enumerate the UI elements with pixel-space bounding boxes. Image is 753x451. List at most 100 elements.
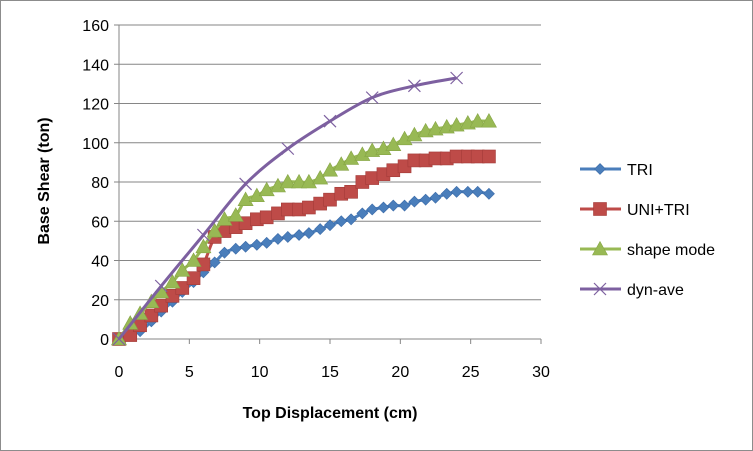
legend-item-tri: TRI <box>580 162 653 179</box>
y-tick-label: 140 <box>82 57 109 74</box>
data-point-dyn-ave <box>281 142 295 156</box>
data-point-shape-mode <box>300 173 317 189</box>
legend-item-uni-tri: UNI+TRI <box>580 202 690 219</box>
legend-label-uni-tri: UNI+TRI <box>627 202 690 219</box>
y-axis-title: Base Shear (ton) <box>36 117 53 244</box>
data-point-dyn-ave-stroke <box>281 142 295 156</box>
data-point-tri <box>218 246 231 259</box>
data-point-tri <box>335 215 348 228</box>
data-point-shape-mode <box>174 262 191 277</box>
data-point-dyn-ave-stroke <box>196 228 210 242</box>
y-tick-label: 20 <box>91 293 109 310</box>
data-point-tri <box>272 232 284 245</box>
data-point-tri <box>366 203 379 216</box>
data-point-dyn-ave <box>365 91 379 105</box>
x-tick-label: 10 <box>251 364 269 381</box>
data-point-shape-mode <box>291 173 308 189</box>
legend-marker-dyn-ave <box>593 282 607 296</box>
x-tick-label: 5 <box>185 364 194 381</box>
data-point-dyn-ave <box>112 332 126 346</box>
data-point-shape-mode <box>343 150 360 165</box>
data-point-tri <box>398 199 411 212</box>
data-point-tri <box>450 185 463 198</box>
data-point-tri <box>314 223 327 236</box>
data-point-tri <box>302 227 315 239</box>
data-point-tri <box>281 231 294 243</box>
legend-item-dyn-ave: dyn-ave <box>580 282 684 299</box>
x-tick-label: 15 <box>321 364 339 381</box>
data-point-tri <box>208 256 221 269</box>
data-point-tri <box>260 236 273 249</box>
data-point-tri <box>429 191 442 204</box>
data-point-tri <box>483 187 495 200</box>
data-point-tri <box>250 238 263 251</box>
data-point-dyn-ave-stroke <box>154 279 168 293</box>
data-point-shape-mode <box>312 169 329 185</box>
data-point-dyn-ave-stroke <box>239 177 253 191</box>
data-point-shape-mode <box>216 211 233 226</box>
series-dyn-ave <box>112 71 464 346</box>
y-tick-label: 80 <box>91 175 109 192</box>
y-tick-label: 0 <box>100 332 109 349</box>
data-point-dyn-ave <box>323 114 337 128</box>
data-point-dyn-ave <box>196 228 210 242</box>
data-point-dyn-ave-stroke <box>407 79 421 93</box>
data-point-shape-mode <box>227 207 244 222</box>
legend-label-tri: TRI <box>627 162 653 179</box>
x-tick-label: 30 <box>532 364 550 381</box>
data-point-shape-mode <box>364 142 381 157</box>
data-point-shape-mode <box>448 116 465 132</box>
y-tick-label: 60 <box>91 214 109 231</box>
data-point-dyn-ave-stroke <box>450 71 464 85</box>
y-tick-label: 40 <box>91 254 109 271</box>
series-uni-tri <box>112 149 496 346</box>
data-point-shape-mode <box>279 173 296 189</box>
data-point-tri <box>471 185 484 198</box>
data-point-shape-mode <box>406 126 423 142</box>
data-point-tri <box>293 229 305 241</box>
legend-marker-uni-tri <box>593 202 607 216</box>
tick-labels: 0 20 40 60 80 100 120 140 160 0 5 10 15 20 25 30 <box>82 18 550 381</box>
data-point-shape-mode <box>480 113 497 128</box>
data-point-shape-mode <box>321 162 339 177</box>
y-tick-label: 160 <box>82 18 109 35</box>
data-point-shape-mode <box>185 252 202 267</box>
legend-marker-dyn-ave-stroke <box>593 282 607 296</box>
series-shape-mode <box>110 113 497 346</box>
data-point-tri <box>387 199 400 212</box>
data-point-tri <box>356 207 369 220</box>
data-point-tri <box>239 240 252 253</box>
data-point-shape-mode <box>237 191 254 206</box>
x-tick-label: 25 <box>462 364 480 381</box>
x-tick-label: 0 <box>115 364 124 381</box>
plot-series <box>110 71 497 346</box>
data-point-shape-mode <box>164 273 181 289</box>
x-tick-label: 20 <box>391 364 409 381</box>
data-point-tri <box>324 219 336 232</box>
data-point-dyn-ave <box>239 177 253 191</box>
data-point-shape-mode <box>206 222 223 238</box>
y-tick-label: 120 <box>82 97 109 114</box>
data-point-dyn-ave-stroke <box>323 114 337 128</box>
legend-marker-shape-mode <box>591 240 609 256</box>
data-point-tri <box>440 187 453 200</box>
data-point-shape-mode <box>195 238 212 254</box>
data-point-dyn-ave <box>407 79 421 93</box>
x-axis-title: Top Displacement (cm) <box>243 405 418 422</box>
legend-label-dyn-ave: dyn-ave <box>627 282 684 299</box>
data-point-uni-tri <box>186 271 201 285</box>
data-point-tri <box>377 201 390 214</box>
y-tick-label: 100 <box>82 136 109 153</box>
data-point-dyn-ave-stroke <box>365 91 379 105</box>
data-point-tri <box>345 213 358 226</box>
data-point-uni-tri <box>482 149 496 164</box>
legend: TRI UNI+TRI shape mode dyn-ave <box>580 162 715 299</box>
data-point-uni-tri <box>344 185 358 199</box>
legend-item-shape-mode: shape mode <box>580 240 715 259</box>
data-point-dyn-ave <box>450 71 464 85</box>
data-point-tri <box>461 185 474 198</box>
data-point-shape-mode <box>385 136 402 152</box>
data-point-dyn-ave-stroke <box>112 332 126 346</box>
data-point-tri <box>419 193 432 206</box>
